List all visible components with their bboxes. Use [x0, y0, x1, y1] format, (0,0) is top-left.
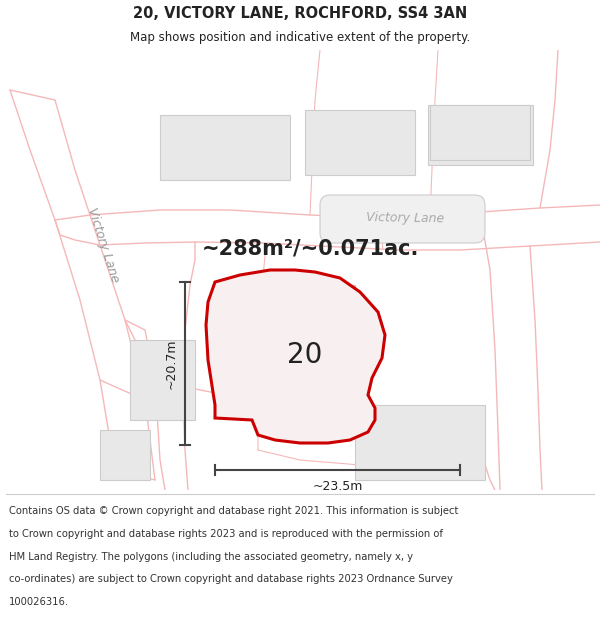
Bar [215, 285, 355, 415]
Bar [355, 405, 485, 480]
Polygon shape [206, 270, 385, 443]
Text: Contains OS data © Crown copyright and database right 2021. This information is : Contains OS data © Crown copyright and d… [9, 506, 458, 516]
Bar [100, 430, 150, 480]
Text: Victory Lane: Victory Lane [85, 206, 121, 284]
Text: Map shows position and indicative extent of the property.: Map shows position and indicative extent… [130, 31, 470, 44]
Text: 20, VICTORY LANE, ROCHFORD, SS4 3AN: 20, VICTORY LANE, ROCHFORD, SS4 3AN [133, 6, 467, 21]
Bar [160, 115, 290, 180]
Text: ~20.7m: ~20.7m [164, 338, 178, 389]
FancyBboxPatch shape [320, 195, 485, 243]
Bar [130, 340, 195, 420]
Text: HM Land Registry. The polygons (including the associated geometry, namely x, y: HM Land Registry. The polygons (includin… [9, 551, 413, 561]
Text: to Crown copyright and database rights 2023 and is reproduced with the permissio: to Crown copyright and database rights 2… [9, 529, 443, 539]
Text: Victory Lane: Victory Lane [366, 211, 444, 225]
Bar [305, 110, 415, 175]
Bar [428, 105, 533, 165]
Text: ~23.5m: ~23.5m [313, 479, 362, 492]
Text: 20: 20 [287, 341, 323, 369]
Bar [430, 105, 530, 160]
Text: 100026316.: 100026316. [9, 597, 69, 607]
Text: co-ordinates) are subject to Crown copyright and database rights 2023 Ordnance S: co-ordinates) are subject to Crown copyr… [9, 574, 453, 584]
Text: ~288m²/~0.071ac.: ~288m²/~0.071ac. [202, 238, 419, 258]
